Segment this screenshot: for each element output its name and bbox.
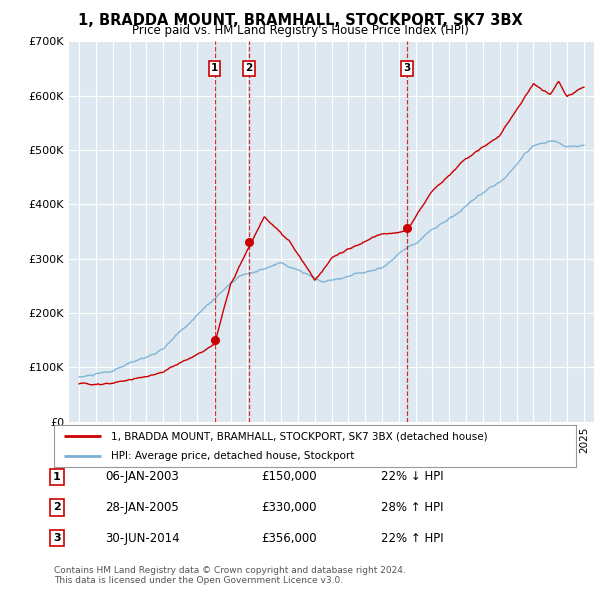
Text: 2: 2 (245, 64, 253, 74)
Text: 1, BRADDA MOUNT, BRAMHALL, STOCKPORT, SK7 3BX: 1, BRADDA MOUNT, BRAMHALL, STOCKPORT, SK… (77, 13, 523, 28)
Text: 30-JUN-2014: 30-JUN-2014 (105, 532, 179, 545)
Text: This data is licensed under the Open Government Licence v3.0.: This data is licensed under the Open Gov… (54, 576, 343, 585)
Text: 1: 1 (211, 64, 218, 74)
Text: 1, BRADDA MOUNT, BRAMHALL, STOCKPORT, SK7 3BX (detached house): 1, BRADDA MOUNT, BRAMHALL, STOCKPORT, SK… (112, 431, 488, 441)
Text: 3: 3 (53, 533, 61, 543)
Text: 28% ↑ HPI: 28% ↑ HPI (381, 501, 443, 514)
Text: 2: 2 (53, 503, 61, 512)
Text: 28-JAN-2005: 28-JAN-2005 (105, 501, 179, 514)
Text: 22% ↓ HPI: 22% ↓ HPI (381, 470, 443, 483)
Text: HPI: Average price, detached house, Stockport: HPI: Average price, detached house, Stoc… (112, 451, 355, 461)
Text: 3: 3 (404, 64, 411, 74)
Text: £330,000: £330,000 (261, 501, 317, 514)
Text: 1: 1 (53, 472, 61, 481)
Text: £356,000: £356,000 (261, 532, 317, 545)
Text: Price paid vs. HM Land Registry's House Price Index (HPI): Price paid vs. HM Land Registry's House … (131, 24, 469, 37)
Text: £150,000: £150,000 (261, 470, 317, 483)
Text: 06-JAN-2003: 06-JAN-2003 (105, 470, 179, 483)
Text: 22% ↑ HPI: 22% ↑ HPI (381, 532, 443, 545)
Text: Contains HM Land Registry data © Crown copyright and database right 2024.: Contains HM Land Registry data © Crown c… (54, 566, 406, 575)
